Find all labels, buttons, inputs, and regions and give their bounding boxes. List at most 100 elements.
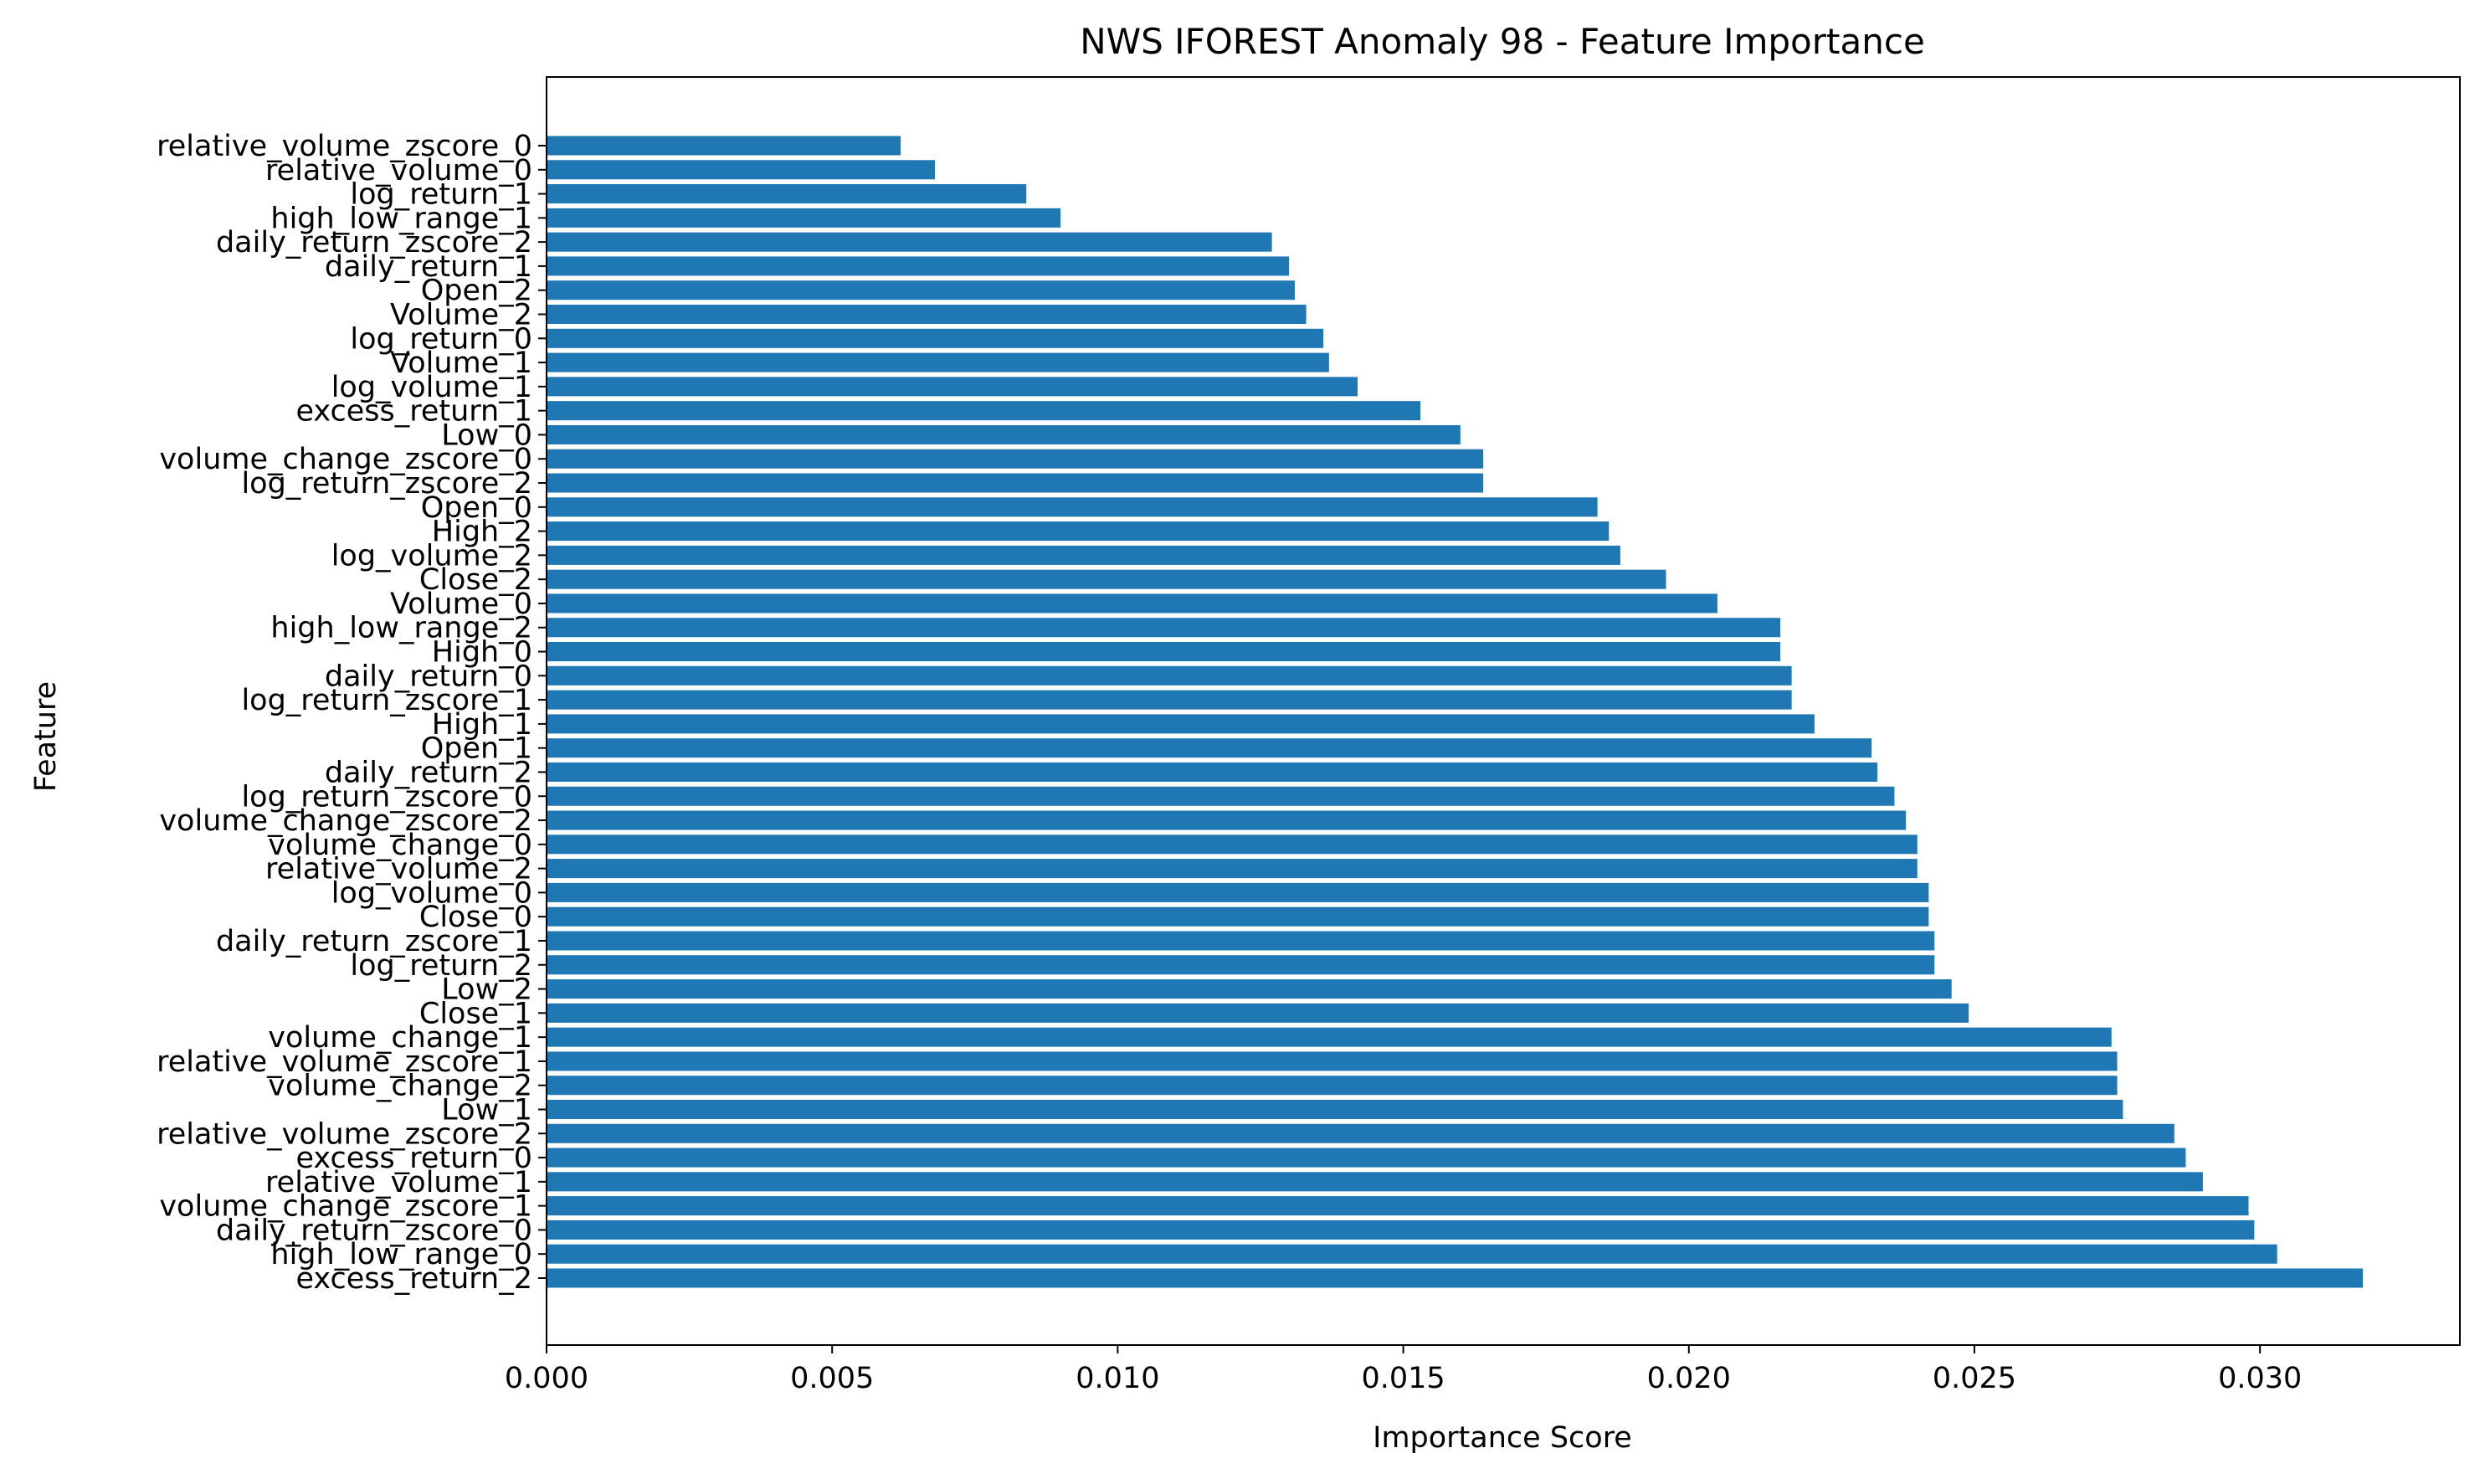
y-tick-label: high_low_range_0 xyxy=(270,1238,532,1271)
y-axis-label: Feature xyxy=(29,681,63,792)
bars-layer xyxy=(547,136,2363,1288)
bar-relative_volume_1 xyxy=(547,1172,2203,1192)
bar-relative_volume_zscore_0 xyxy=(547,136,901,156)
y-tick-label: relative_volume_zscore_2 xyxy=(157,1117,532,1151)
y-tick-label: daily_return_0 xyxy=(325,660,532,693)
y-tick-label: Close_0 xyxy=(419,901,532,934)
y-tick-label: volume_change_zscore_2 xyxy=(159,804,532,838)
y-tick-label: Open_1 xyxy=(421,732,532,766)
x-ticks-layer: 0.000 0.005 0.010 0.015 0.020 0.025 0.030 xyxy=(505,1345,2302,1395)
bar-log_volume_0 xyxy=(547,882,1929,902)
bar-relative_volume_zscore_1 xyxy=(547,1051,2118,1071)
bar-Low_1 xyxy=(547,1099,2123,1120)
bar-daily_return_zscore_0 xyxy=(547,1220,2255,1240)
y-tick-label: daily_return_zscore_1 xyxy=(216,925,532,958)
y-tick-label: High_2 xyxy=(432,516,532,549)
y-tick-label: volume_change_zscore_1 xyxy=(159,1190,532,1224)
y-tick-label: log_return_2 xyxy=(350,949,532,983)
y-tick-label: volume_change_0 xyxy=(268,829,532,862)
y-tick-label: high_low_range_1 xyxy=(270,202,532,235)
bar-daily_return_1 xyxy=(547,256,1290,276)
y-tick-label: log_volume_2 xyxy=(331,539,532,573)
bar-relative_volume_zscore_2 xyxy=(547,1123,2174,1143)
y-tick-label: volume_change_2 xyxy=(268,1070,532,1103)
x-tick-label: 0.030 xyxy=(2218,1362,2302,1395)
bar-high_low_range_2 xyxy=(547,618,1780,638)
y-tick-label: volume_change_zscore_0 xyxy=(159,443,532,476)
bar-log_return_zscore_1 xyxy=(547,690,1792,710)
bar-Open_0 xyxy=(547,497,1598,517)
y-tick-label: Close_2 xyxy=(419,563,532,597)
x-tick-label: 0.000 xyxy=(505,1362,588,1395)
bar-Close_2 xyxy=(547,569,1666,589)
plot-frame xyxy=(546,76,2461,1346)
y-tick-label: High_0 xyxy=(432,636,532,670)
y-ticks-layer: relative_volume_zscore_0relative_volume_… xyxy=(157,130,547,1296)
bar-relative_volume_0 xyxy=(547,160,936,180)
y-tick-label: Low_1 xyxy=(441,1093,532,1127)
bar-log_volume_1 xyxy=(547,377,1358,397)
bar-log_return_1 xyxy=(547,184,1027,204)
y-tick-label: Close_1 xyxy=(419,997,532,1030)
bar-Close_1 xyxy=(547,1003,1969,1023)
bar-volume_change_zscore_2 xyxy=(547,810,1907,830)
bar-volume_change_zscore_0 xyxy=(547,449,1484,469)
y-tick-label: excess_return_0 xyxy=(295,1142,532,1175)
y-tick-label: log_volume_0 xyxy=(331,876,532,910)
bar-high_low_range_0 xyxy=(547,1244,2277,1264)
bar-daily_return_zscore_2 xyxy=(547,232,1272,252)
x-tick-label: 0.010 xyxy=(1076,1362,1159,1395)
x-tick-label: 0.015 xyxy=(1361,1362,1445,1395)
chart-title: NWS IFOREST Anomaly 98 - Feature Importa… xyxy=(1080,21,1925,62)
y-tick-label: log_return_zscore_2 xyxy=(241,467,532,501)
bar-Volume_2 xyxy=(547,304,1307,325)
y-tick-label: relative_volume_2 xyxy=(265,853,532,886)
y-tick-label: daily_return_zscore_2 xyxy=(216,226,532,259)
bar-log_volume_2 xyxy=(547,545,1620,565)
bar-daily_return_zscore_1 xyxy=(547,931,1935,951)
bar-High_2 xyxy=(547,521,1610,542)
bar-log_return_zscore_2 xyxy=(547,473,1484,493)
y-tick-label: log_return_1 xyxy=(350,178,532,212)
bar-excess_return_0 xyxy=(547,1148,2186,1168)
bar-excess_return_1 xyxy=(547,401,1421,421)
bar-Volume_1 xyxy=(547,352,1329,372)
bar-Low_2 xyxy=(547,979,1952,999)
y-tick-label: Low_0 xyxy=(441,418,532,452)
x-tick-label: 0.020 xyxy=(1647,1362,1731,1395)
x-tick-label: 0.005 xyxy=(790,1362,874,1395)
bar-high_low_range_1 xyxy=(547,208,1061,228)
y-tick-label: Volume_2 xyxy=(390,299,532,332)
bar-daily_return_2 xyxy=(547,762,1877,782)
y-tick-label: daily_return_1 xyxy=(325,250,532,284)
bar-log_return_0 xyxy=(547,328,1324,348)
bar-Low_0 xyxy=(547,424,1461,444)
y-tick-label: Volume_1 xyxy=(390,347,532,380)
bar-daily_return_0 xyxy=(547,665,1792,686)
bar-High_0 xyxy=(547,642,1780,662)
bar-log_return_2 xyxy=(547,955,1935,975)
bar-Open_2 xyxy=(547,280,1295,300)
y-tick-label: log_return_0 xyxy=(350,322,532,356)
y-tick-label: excess_return_1 xyxy=(295,395,532,429)
y-tick-label: High_1 xyxy=(432,708,532,742)
y-tick-label: daily_return_zscore_0 xyxy=(216,1214,532,1247)
y-tick-label: excess_return_2 xyxy=(295,1262,532,1296)
y-tick-label: log_volume_1 xyxy=(331,371,532,404)
bar-excess_return_2 xyxy=(547,1268,2363,1288)
x-axis-label: Importance Score xyxy=(1373,1421,1632,1455)
y-tick-label: log_return_zscore_1 xyxy=(241,684,532,717)
bar-volume_change_0 xyxy=(547,834,1918,855)
y-tick-label: relative_volume_0 xyxy=(265,154,532,187)
bar-volume_change_zscore_1 xyxy=(547,1196,2249,1216)
bar-Open_1 xyxy=(547,738,1872,758)
y-tick-label: relative_volume_zscore_1 xyxy=(157,1045,532,1079)
y-tick-label: volume_change_1 xyxy=(268,1021,532,1055)
y-tick-label: Open_0 xyxy=(421,491,532,525)
bar-volume_change_1 xyxy=(547,1027,2112,1047)
y-tick-label: Open_2 xyxy=(421,275,532,308)
bar-High_1 xyxy=(547,714,1815,734)
bar-volume_change_2 xyxy=(547,1076,2118,1096)
